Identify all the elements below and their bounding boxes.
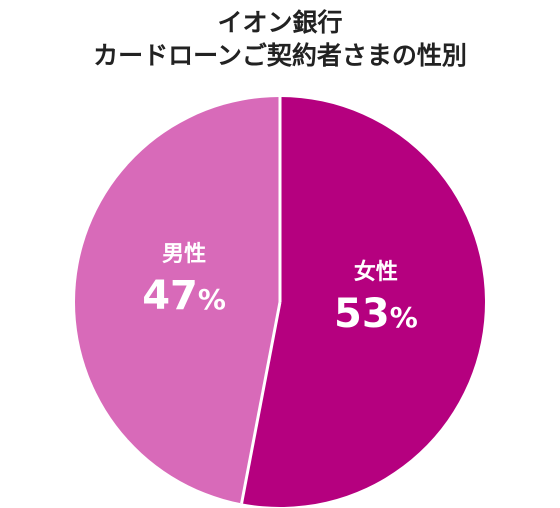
chart-title-line-2: カードローンご契約者さまの性別 <box>93 41 467 70</box>
pie-slice-male <box>75 97 280 504</box>
pie-slice-female <box>241 97 486 507</box>
pie-slices <box>75 97 486 507</box>
slice-value-male: 47% <box>142 273 226 319</box>
slice-label-male: 男性 <box>162 242 206 267</box>
pie-separator-line <box>240 301 282 504</box>
slice-value-female: 53% <box>334 291 418 337</box>
pie-separators <box>240 97 282 504</box>
chart-title-line-1: イオン銀行 <box>217 8 343 37</box>
chart-title: イオン銀行 カードローンご契約者さまの性別 <box>0 6 560 72</box>
pie-labels: 女性 53% 男性 47% <box>142 242 418 337</box>
slice-label-female: 女性 <box>354 259 398 285</box>
